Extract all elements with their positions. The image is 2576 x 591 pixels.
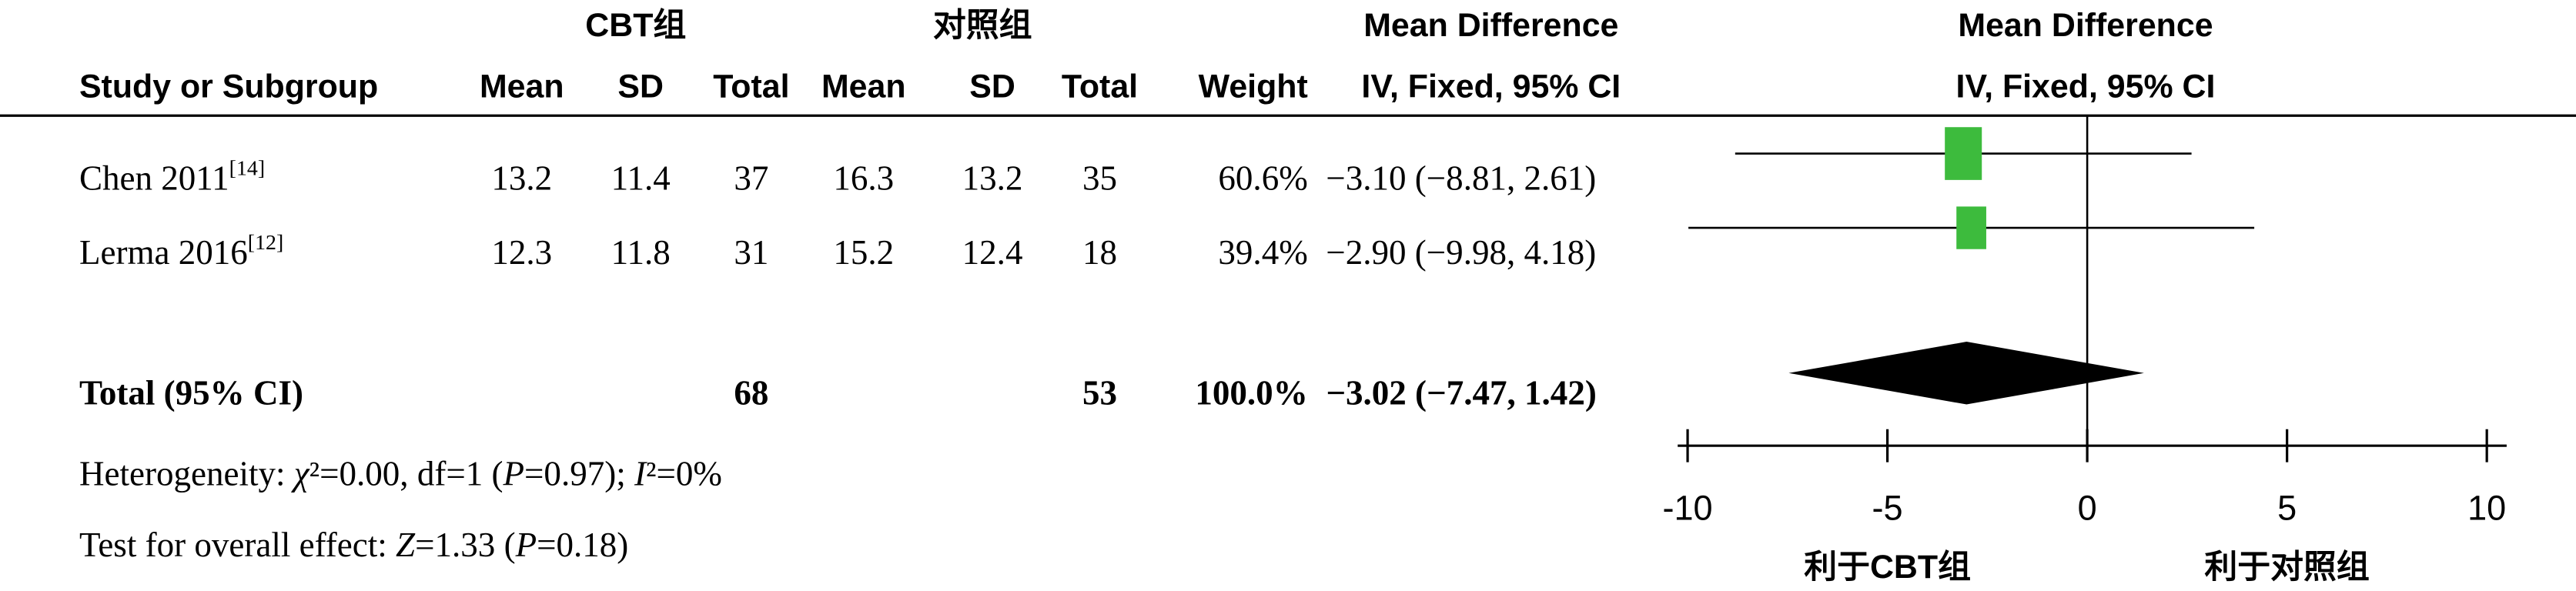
column-header: Total <box>713 68 789 105</box>
study-ref: [12] <box>248 231 283 255</box>
x-tick-label: -5 <box>1872 489 1903 528</box>
text-part: P <box>503 455 525 493</box>
cell-value: 13.2 <box>962 159 1023 198</box>
study-label: Chen 2011 <box>79 159 229 198</box>
effect-header: IV, Fixed, 95% CI <box>1361 68 1621 105</box>
text-part: Heterogeneity: <box>79 455 294 493</box>
cell-value: 12.3 <box>491 233 552 272</box>
cell-value: 31 <box>734 233 768 272</box>
total-ci-label: −3.02 (−7.47, 1.42) <box>1326 374 1597 412</box>
column-header: SD <box>617 68 664 105</box>
text-part: I <box>634 455 647 493</box>
text-part: Test for overall effect: <box>79 526 396 564</box>
ci-label: −2.90 (−9.98, 4.18) <box>1326 233 1596 272</box>
cell-value: 12.4 <box>962 233 1023 272</box>
study-name: Lerma 2016[12] <box>79 231 283 272</box>
total-n1: 68 <box>734 374 768 412</box>
x-tick-label: -10 <box>1663 489 1713 528</box>
text-part: ²=0.00, df=1 ( <box>309 455 503 493</box>
group-header: 对照组 <box>933 7 1032 44</box>
x-tick-label: 0 <box>2078 489 2097 528</box>
plot-header: IV, Fixed, 95% CI <box>1956 68 2216 105</box>
column-header: SD <box>969 68 1015 105</box>
cell-value: 18 <box>1082 233 1117 272</box>
total-diamond <box>1788 342 2144 405</box>
heterogeneity: Heterogeneity: χ²=0.00, df=1 (P=0.97); I… <box>79 455 722 493</box>
column-header: Mean <box>821 68 906 105</box>
total-name: Total (95% CI) <box>79 374 303 412</box>
cell-value: 13.2 <box>491 159 552 198</box>
study-name: Chen 2011[14] <box>79 156 265 197</box>
text-part: Z <box>396 526 416 564</box>
column-header: Weight <box>1199 68 1308 105</box>
favours-label: 利于CBT组 <box>1804 549 1971 586</box>
cell-value: 35 <box>1082 159 1117 198</box>
x-tick-label: 5 <box>2277 489 2297 528</box>
text-part: ²=0% <box>646 455 722 493</box>
cell-value: 37 <box>734 159 768 198</box>
total-n2: 53 <box>1082 374 1117 412</box>
study-ref: [14] <box>229 156 265 180</box>
text-part: P <box>515 526 537 564</box>
text-part: =0.18) <box>537 526 628 564</box>
favours-label: 利于对照组 <box>2204 549 2369 586</box>
total-weight: 100.0% <box>1195 374 1307 412</box>
plot-header: Mean Difference <box>1958 7 2213 44</box>
cell-value: 11.4 <box>611 159 671 198</box>
text-part: =0.97); <box>524 455 634 493</box>
cell-value: 15.2 <box>833 233 894 272</box>
study-label: Lerma 2016 <box>79 233 248 272</box>
cell-value: 11.8 <box>611 233 671 272</box>
cell-value: 16.3 <box>833 159 894 198</box>
weight: 60.6% <box>1218 159 1307 198</box>
weight: 39.4% <box>1218 233 1307 272</box>
effect-square <box>1956 206 1986 249</box>
ci-label: −3.10 (−8.81, 2.61) <box>1326 159 1596 198</box>
effect-header: Mean Difference <box>1363 7 1618 44</box>
group-header: CBT组 <box>585 7 686 44</box>
x-tick-label: 10 <box>2467 489 2506 528</box>
overall-effect: Test for overall effect: Z=1.33 (P=0.18) <box>79 526 628 564</box>
column-header: Study or Subgroup <box>79 68 378 105</box>
column-header: Mean <box>480 68 564 105</box>
effect-square <box>1945 127 1982 180</box>
text-part: χ <box>291 455 310 493</box>
column-header: Total <box>1062 68 1138 105</box>
text-part: =1.33 ( <box>415 526 515 564</box>
